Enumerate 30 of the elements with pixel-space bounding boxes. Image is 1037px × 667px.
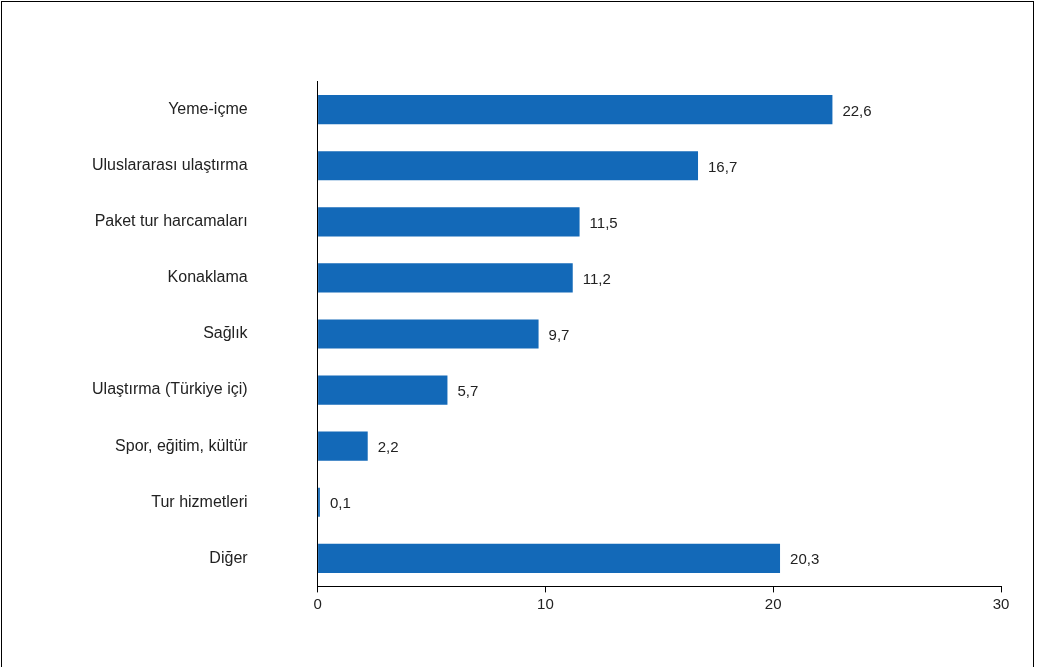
data-label: 9,7 [548, 326, 570, 344]
y-tick-label: Sağlık [203, 324, 249, 342]
bar [318, 431, 368, 461]
bar [318, 207, 580, 237]
x-tick-label: 20 [764, 594, 782, 612]
x-tick-label: 10 [537, 594, 554, 612]
data-label: 0,1 [329, 494, 351, 512]
data-label: 20,3 [790, 550, 820, 568]
bar [318, 375, 448, 405]
data-label: 11,5 [589, 213, 618, 231]
y-tick-label: Tur hizmetleri [151, 492, 248, 510]
data-label: 22,6 [842, 101, 872, 119]
data-label: 2,2 [377, 438, 399, 456]
y-tick-label: Yeme-içme [168, 100, 248, 118]
data-label: 11,2 [582, 270, 611, 288]
y-tick-label: Spor, eğitim, kültür [115, 436, 249, 454]
bar [318, 151, 699, 181]
bar [318, 95, 833, 125]
y-tick-label: Uluslararası ulaştırma [91, 156, 248, 174]
y-tick-label: Paket tur harcamaları [94, 212, 248, 230]
data-label: 5,7 [457, 382, 479, 400]
x-tick-label: 0 [313, 594, 322, 612]
y-tick-label: Ulaştırma (Türkiye içi) [92, 380, 248, 398]
x-tick-label: 30 [992, 594, 1010, 612]
bar [318, 263, 573, 293]
bar [318, 319, 539, 349]
y-tick-label: Konaklama [167, 268, 248, 286]
y-tick-label: Diğer [209, 548, 249, 566]
data-label: 16,7 [708, 157, 738, 175]
bar [318, 543, 781, 573]
